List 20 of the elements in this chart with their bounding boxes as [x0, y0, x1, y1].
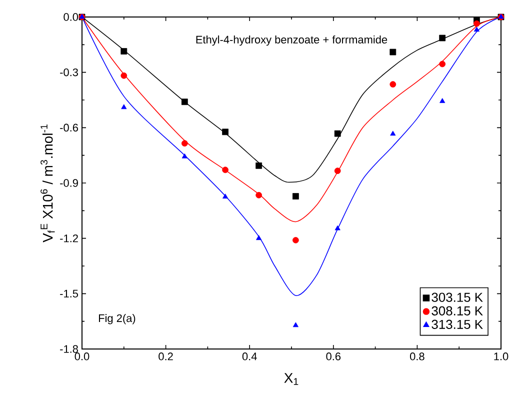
x-tick-label: 0.8	[410, 352, 424, 360]
y-tick-label: -0.6	[60, 124, 78, 132]
y-tick-label: -1.5	[60, 290, 78, 298]
x-tick-label: 0.2	[158, 352, 173, 360]
y-tick-label: -0.3	[60, 68, 78, 76]
annotation: Ethyl-4-hydroxy benzoate + forrmamide	[196, 35, 388, 46]
x-tick-label: 0.4	[242, 352, 257, 360]
x-tick-label: 0.0	[74, 352, 90, 360]
y-tick-label: -0.9	[60, 179, 78, 187]
legend-label: 308.15 K	[432, 306, 483, 316]
x-axis-title: X$_{1}$	[284, 373, 298, 385]
legend-label: 303.15 K	[432, 292, 483, 302]
x-tick-label: 1.0	[494, 352, 508, 360]
annotation: Fig 2(a)	[98, 314, 136, 324]
text: V$_{f}$$^{E}$ X10$^{6}$ / m$^{3}$.mol$^{-1}$	[40, 124, 55, 242]
y-tick-label: 0.0	[64, 13, 78, 21]
y-tick-label: -1.8	[60, 345, 78, 353]
x-tick-label: 0.6	[326, 352, 341, 360]
legend-label: 313.15 K	[432, 320, 483, 329]
y-tick-label: -1.2	[60, 234, 78, 242]
